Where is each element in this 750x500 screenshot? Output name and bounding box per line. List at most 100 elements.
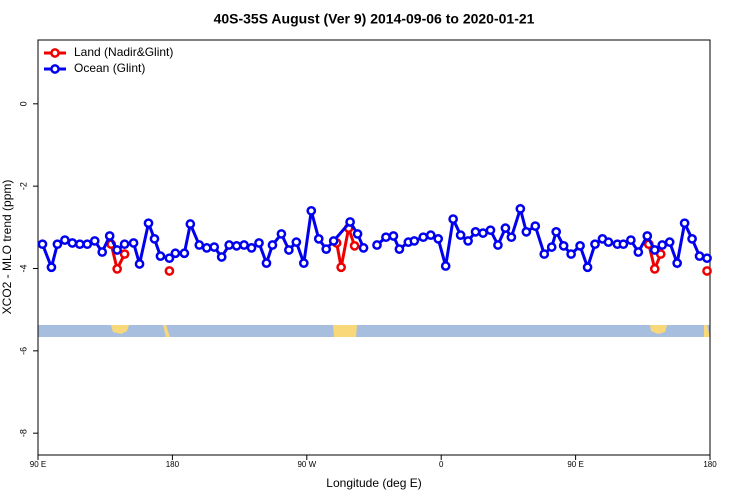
y-tick-label: -4: [18, 264, 28, 272]
data-point: [119, 239, 130, 250]
data-point: [590, 239, 600, 250]
x-axis-label: Longitude (deg E): [326, 476, 421, 490]
data-point: [46, 262, 57, 273]
data-point: [582, 262, 593, 273]
x-tick-label: 180: [703, 460, 717, 469]
x-tick-label: 90 E: [567, 460, 583, 469]
data-point: [515, 203, 526, 214]
data-point: [261, 258, 272, 268]
y-tick-label: -6: [18, 347, 28, 355]
data-point: [349, 241, 360, 251]
data-point: [149, 234, 160, 244]
data-point: [603, 237, 614, 247]
data-point: [521, 227, 532, 237]
data-point: [104, 231, 115, 241]
data-point: [345, 217, 355, 227]
data-point: [352, 229, 363, 239]
data-point: [551, 227, 562, 237]
legend-marker: [50, 64, 60, 74]
y-tick-label: 0: [18, 101, 28, 106]
data-point: [470, 227, 481, 237]
data-point: [97, 247, 108, 257]
data-point: [60, 235, 70, 245]
legend-label: Land (Nadir&Glint): [74, 45, 173, 59]
data-point: [155, 251, 166, 261]
legend-label: Ocean (Glint): [74, 61, 145, 75]
data-point: [418, 232, 429, 243]
data-point: [493, 240, 503, 250]
data-point: [672, 258, 682, 268]
data-point: [440, 261, 451, 271]
data-point: [134, 259, 145, 269]
data-point: [425, 230, 436, 240]
data-point: [52, 239, 63, 250]
land-blob: [111, 325, 129, 334]
data-point: [164, 253, 175, 264]
land-ocean-strip: [38, 325, 710, 337]
data-point: [478, 228, 488, 238]
data-point: [313, 234, 324, 244]
data-point: [336, 262, 346, 273]
data-point: [179, 248, 190, 259]
data-point: [358, 243, 369, 253]
data-point: [506, 232, 517, 243]
data-point: [89, 236, 100, 246]
data-point: [702, 266, 712, 276]
data-point: [455, 230, 466, 240]
data-point: [185, 219, 196, 229]
data-point: [194, 240, 205, 250]
data-point: [298, 258, 309, 268]
data-point: [143, 218, 154, 229]
data-point: [291, 237, 302, 247]
chart-title: 40S-35S August (Ver 9) 2014-09-06 to 202…: [214, 11, 535, 27]
data-point: [664, 237, 675, 247]
data-point: [530, 221, 541, 231]
x-tick-label: 0: [439, 460, 444, 469]
x-tick-label: 180: [166, 460, 180, 469]
legend-marker: [50, 48, 60, 58]
data-point: [626, 235, 636, 245]
data-point: [239, 240, 249, 250]
data-point: [388, 231, 399, 241]
data-point: [642, 231, 653, 241]
data-point: [170, 248, 181, 259]
data-point: [82, 239, 93, 250]
data-point: [328, 236, 339, 246]
series-line: [335, 222, 357, 268]
data-point: [575, 241, 585, 251]
data-point: [201, 243, 212, 253]
data-point: [246, 243, 257, 253]
data-point: [74, 239, 85, 250]
data-point: [112, 245, 122, 255]
data-point: [372, 240, 382, 250]
data-point: [276, 229, 287, 239]
data-point: [164, 266, 175, 276]
data-point: [702, 253, 712, 264]
data-point: [37, 239, 48, 250]
x-tick-label: 90 E: [30, 460, 46, 469]
data-point: [119, 249, 130, 259]
data-point: [566, 249, 576, 259]
data-point: [67, 238, 78, 248]
data-point: [633, 247, 644, 257]
data-point: [539, 249, 550, 259]
data-point: [558, 241, 569, 251]
land-blob: [650, 325, 667, 334]
data-point: [209, 242, 220, 252]
data-point: [394, 244, 405, 254]
ocean-strip: [38, 325, 710, 337]
data-point: [657, 240, 668, 250]
data-point: [500, 223, 511, 233]
land-blob: [704, 325, 710, 337]
y-tick-label: -8: [18, 429, 28, 437]
data-point: [254, 238, 264, 248]
data-point: [649, 245, 660, 255]
data-point: [267, 240, 278, 250]
data-point: [128, 238, 139, 248]
data-point: [284, 245, 294, 255]
data-point: [546, 242, 557, 252]
data-point: [679, 218, 690, 229]
land-blob: [333, 325, 357, 337]
